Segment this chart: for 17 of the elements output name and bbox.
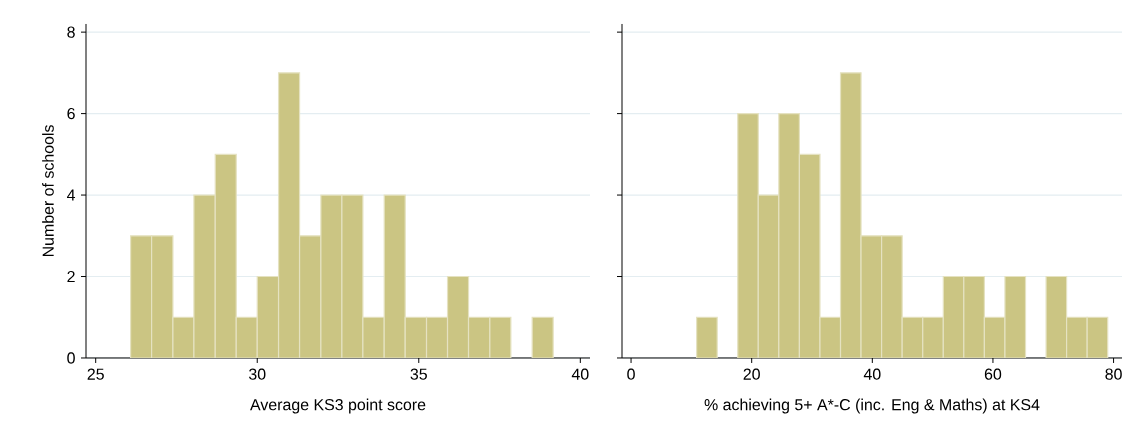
x-tick-label: 20 [743, 368, 760, 380]
x-tick-label: 30 [248, 368, 266, 380]
y-tick-label: 2 [67, 270, 75, 283]
x-tick-label: 0 [627, 368, 635, 380]
x-tick-label: 35 [410, 368, 427, 380]
x-tick-label: 60 [984, 368, 1002, 380]
y-tick-label: 8 [67, 26, 75, 38]
y-tick-label: 0 [67, 352, 75, 364]
x-tick-label: 25 [87, 368, 104, 380]
x-tick-label: 40 [863, 368, 881, 380]
x-axis-title: % achieving 5+ A*-C (inc. Eng & Maths) at KS4 [704, 398, 1040, 414]
y-tick-label: 4 [66, 189, 76, 201]
x-axis-title: Average KS3 point score [250, 398, 426, 414]
y-axis-title: Number of schools [42, 125, 54, 257]
x-tick-label: 40 [571, 368, 589, 380]
x-tick-label: 80 [1105, 368, 1122, 380]
y-tick-label: 6 [67, 107, 75, 120]
